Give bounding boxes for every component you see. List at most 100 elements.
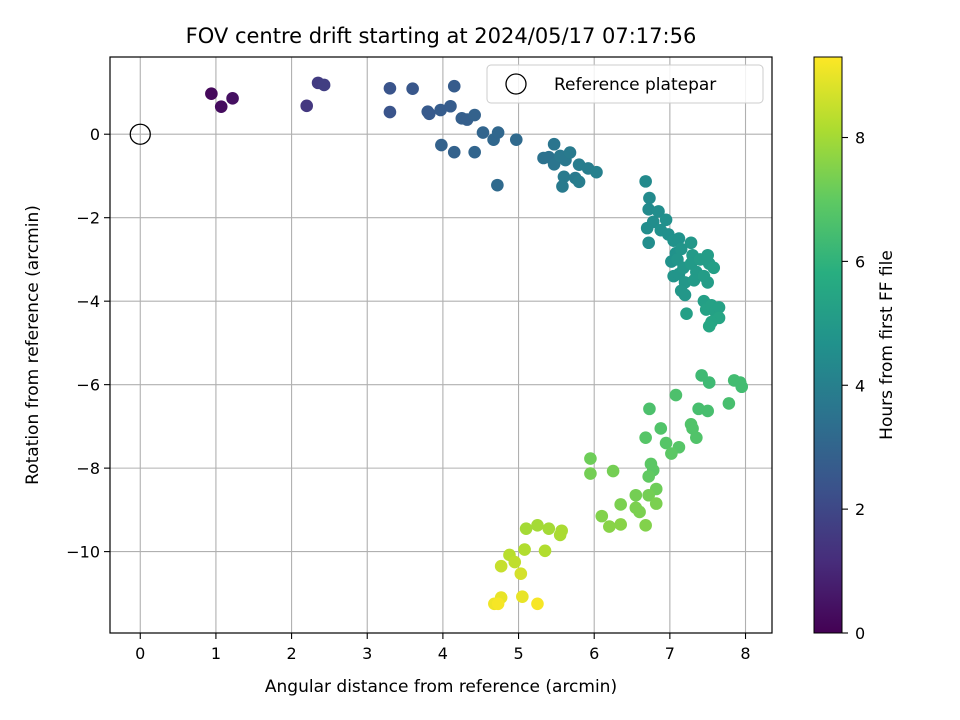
colorbar [814,57,842,633]
data-point [317,78,331,92]
data-point [735,380,749,394]
data-point [590,165,603,179]
data-point [584,452,597,465]
data-point [547,137,561,151]
data-point [643,191,656,205]
data-point [674,242,688,256]
data-point [226,92,239,105]
data-point [531,519,544,532]
x-tick-label: 4 [438,644,448,663]
data-point [669,388,683,402]
data-point [538,544,552,558]
chart-title: FOV centre drift starting at 2024/05/17 … [186,24,697,48]
colorbar-frame [813,56,843,634]
data-point [491,126,505,139]
data-point [514,567,528,581]
data-point [434,103,447,117]
legend-reference-marker [505,73,527,95]
colorbar-tick-label: 2 [855,500,865,519]
data-point [491,178,504,192]
data-point [595,509,609,523]
data-point [556,180,569,193]
data-point [690,431,703,444]
data-point [509,133,523,146]
data-point [684,236,698,250]
data-point [642,236,655,250]
y-tick-label: −6 [76,376,100,395]
data-point [649,497,663,510]
data-point [642,203,655,216]
y-axis-label: Rotation from reference (arcmin) [23,205,43,485]
colorbar-tick-label: 8 [855,129,865,148]
data-point [508,555,522,569]
data-point [692,402,705,416]
data-point [702,319,716,333]
data-point [447,145,461,159]
x-tick-label: 3 [362,644,372,663]
data-point [654,422,668,435]
data-point [542,522,556,535]
data-point [214,100,228,113]
reference-platepar-marker [129,123,151,145]
data-point [633,505,646,519]
x-tick-label: 7 [665,644,675,663]
data-point [659,436,673,450]
data-point [444,99,457,113]
y-tick-label: 0 [90,125,100,144]
data-point [672,232,686,245]
data-point [642,470,655,483]
data-point [643,402,656,416]
data-point [702,376,716,389]
data-point [406,82,419,96]
data-point [494,559,508,573]
y-tick-label: −8 [76,459,100,478]
data-point [468,145,481,159]
scatter-points [205,76,749,611]
data-point [531,597,544,611]
y-tick-label: −10 [66,543,100,562]
y-tick-label: −4 [76,292,100,311]
x-tick-label: 0 [135,644,145,663]
data-point [687,274,701,287]
data-point [642,488,655,502]
data-point [519,522,533,535]
data-point [614,498,627,511]
data-point [614,518,627,531]
data-point [629,488,643,502]
data-point [435,138,448,152]
data-point [555,524,568,538]
colorbar-tick-label: 6 [855,252,865,271]
data-point [422,107,436,121]
data-point [652,205,665,218]
colorbar-label: Hours from first FF file [877,250,897,440]
data-point [659,213,673,227]
legend-entry-reference: Reference platepar [554,75,716,95]
grid [110,57,772,633]
data-point [563,146,577,159]
data-point [572,175,586,189]
data-point [300,99,314,113]
data-point [680,307,693,320]
colorbar-ticks: 0 2 4 6 8 [842,129,865,643]
data-point [603,520,616,533]
data-point [476,126,490,139]
data-point [722,397,736,410]
legend-box [486,64,764,104]
x-tick-label: 8 [740,644,750,663]
legend: Reference platepar [486,64,764,104]
x-tick-label: 1 [211,644,221,663]
x-axis-label: Angular distance from reference (arcmin) [265,677,617,697]
reference-marker-layer [129,123,151,145]
data-point [701,276,714,289]
data-point [712,301,726,314]
data-point [557,170,571,184]
x-axis-ticks: 0 1 2 3 4 5 6 7 8 [135,633,751,663]
data-point [383,82,397,95]
y-axis-ticks: 0 −2 −4 −6 −8 −10 [66,125,110,562]
data-point [639,431,652,444]
data-point [606,464,620,478]
y-tick-label: −2 [76,209,100,228]
data-point [468,108,481,122]
x-tick-label: 6 [589,644,599,663]
